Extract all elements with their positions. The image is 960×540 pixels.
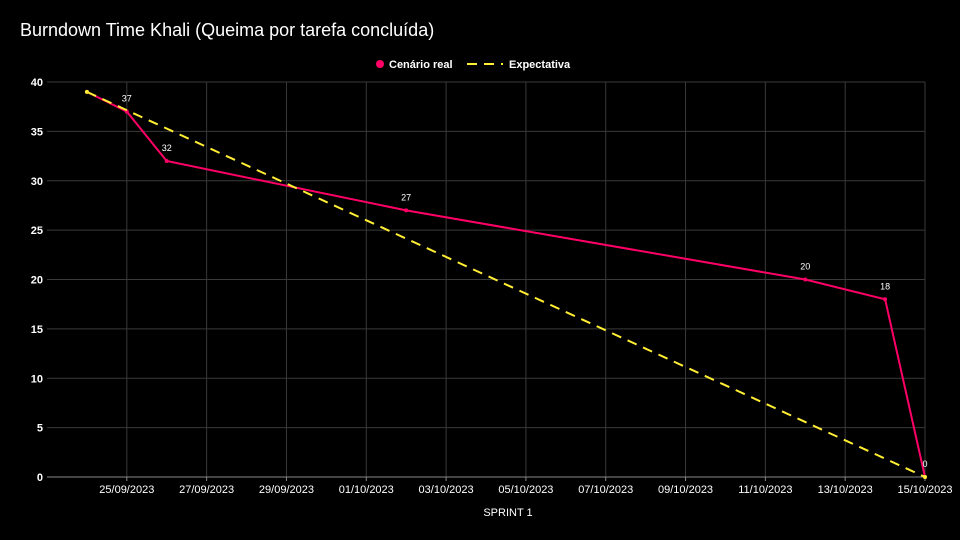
x-tick-label: 01/10/2023	[339, 484, 394, 496]
data-label: 0	[922, 459, 927, 469]
x-tick-label: 11/10/2023	[738, 484, 792, 496]
legend-label-real: Cenário real	[389, 59, 453, 71]
x-tick-label: 09/10/2023	[658, 484, 713, 496]
x-tick-label: 15/10/2023	[897, 484, 952, 496]
legend-label-expected: Expectativa	[509, 59, 571, 71]
y-tick-label: 5	[37, 423, 43, 435]
data-point	[84, 89, 89, 94]
y-tick-label: 40	[31, 77, 43, 89]
y-tick-label: 0	[37, 472, 43, 484]
y-tick-label: 35	[31, 126, 43, 138]
data-point	[923, 475, 927, 479]
data-label: 37	[122, 94, 132, 104]
x-tick-label: 27/09/2023	[179, 484, 234, 496]
x-tick-label: 13/10/2023	[818, 484, 873, 496]
x-tick-label: 05/10/2023	[498, 484, 553, 496]
data-label: 27	[401, 192, 411, 202]
y-tick-label: 10	[31, 373, 43, 385]
legend-marker-real	[376, 60, 384, 68]
series-line-expected	[86, 90, 926, 478]
y-tick-label: 20	[31, 275, 43, 287]
data-point	[803, 277, 808, 282]
x-tick-label: 25/09/2023	[99, 484, 154, 496]
y-tick-label: 25	[31, 225, 43, 237]
x-tick-label: 29/09/2023	[259, 484, 314, 496]
y-tick-label: 30	[31, 176, 43, 188]
data-label: 32	[162, 143, 172, 153]
data-point	[404, 208, 409, 213]
y-tick-label: 15	[31, 324, 43, 336]
chart-title: Burndown Time Khali (Queima por tarefa c…	[20, 20, 435, 40]
data-point	[164, 159, 169, 163]
data-point	[883, 297, 888, 302]
x-tick-label: 03/10/2023	[419, 484, 474, 496]
data-label: 18	[880, 281, 890, 291]
data-label: 20	[800, 262, 810, 272]
x-axis-title: SPRINT 1	[483, 507, 532, 519]
x-tick-label: 07/10/2023	[578, 484, 633, 496]
